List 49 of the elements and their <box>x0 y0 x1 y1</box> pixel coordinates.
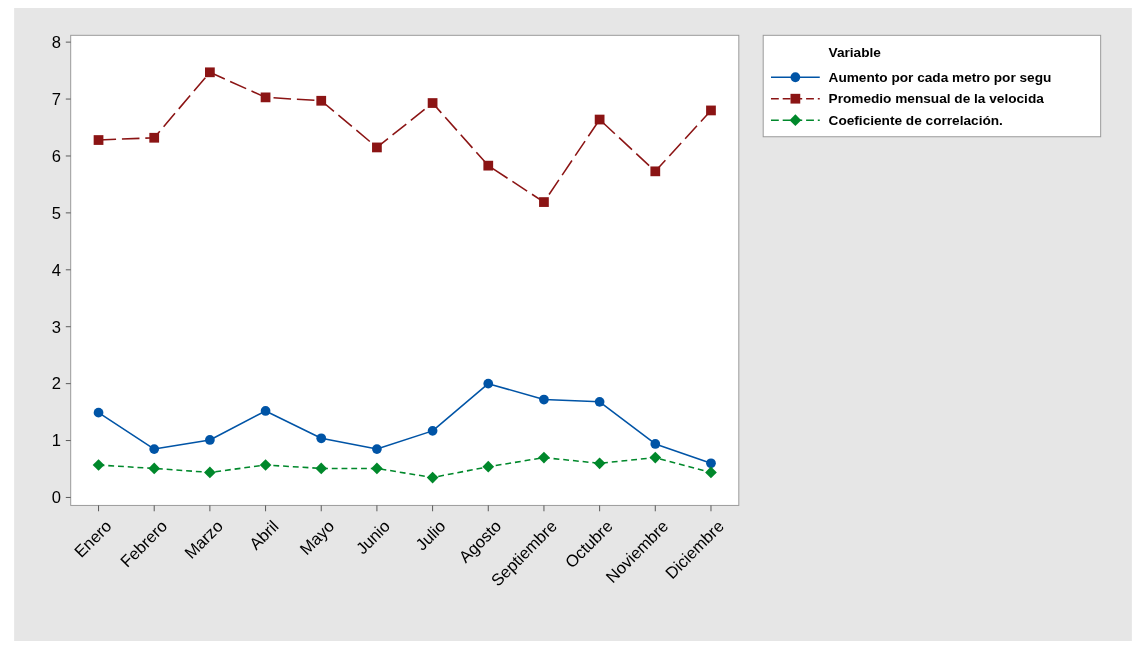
point <box>259 459 272 471</box>
point <box>149 132 160 143</box>
point <box>483 160 494 171</box>
point <box>426 471 439 484</box>
legend-label: Coeficiente de correlación. <box>828 112 1003 128</box>
point <box>260 92 271 103</box>
point <box>593 457 606 470</box>
point <box>594 396 605 407</box>
point <box>371 462 383 475</box>
point <box>706 458 716 469</box>
point <box>260 406 271 416</box>
point <box>315 462 328 475</box>
point <box>92 459 105 471</box>
y-tick-label: 6 <box>51 146 61 166</box>
y-tick-label: 1 <box>51 431 61 451</box>
point <box>427 98 438 108</box>
y-tick-label: 3 <box>51 317 61 337</box>
point <box>650 439 661 449</box>
point <box>483 378 494 389</box>
point <box>93 407 104 418</box>
y-tick-label: 8 <box>51 32 61 52</box>
legend-label: Aumento por cada metro por segu <box>828 70 1052 86</box>
y-tick-label: 7 <box>51 89 61 109</box>
point <box>706 105 716 116</box>
point <box>427 426 438 436</box>
point <box>205 435 215 445</box>
point <box>205 67 215 78</box>
point <box>316 433 327 444</box>
legend-title: Variable <box>828 44 882 60</box>
point <box>539 197 549 207</box>
x-tick-label: Julio <box>411 516 450 555</box>
point <box>538 451 550 464</box>
y-tick-label: 2 <box>51 374 61 394</box>
point <box>316 95 327 106</box>
point <box>539 394 549 405</box>
y-tick-label: 5 <box>51 203 61 223</box>
point <box>372 444 382 454</box>
point <box>148 462 161 475</box>
point <box>372 142 382 153</box>
point <box>649 451 662 464</box>
point <box>650 166 661 177</box>
legend-label: Promedio mensual de la velocida <box>828 91 1045 107</box>
point <box>705 466 717 479</box>
point <box>204 466 216 479</box>
y-tick-label: 4 <box>51 260 61 280</box>
y-tick-label: 0 <box>51 488 61 508</box>
point <box>149 444 160 454</box>
point <box>93 135 104 145</box>
point <box>482 460 495 473</box>
